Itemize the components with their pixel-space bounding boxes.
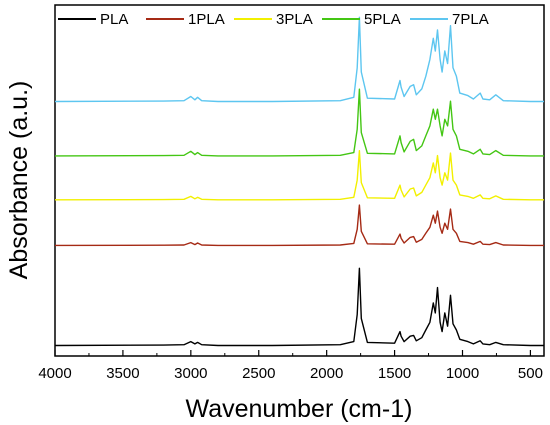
plot-frame (54, 4, 545, 357)
series-line-pla (54, 267, 544, 347)
x-tick-label-3500: 3500 (106, 365, 139, 382)
legend-label-pla: PLA (100, 11, 128, 28)
legend-label-3pla: 3PLA (276, 11, 313, 28)
x-tick-label-500: 500 (518, 365, 543, 382)
x-axis-title: Wavenumber (cm-1) (186, 395, 413, 423)
legend-label-7pla: 7PLA (452, 11, 489, 28)
x-tick-label-3000: 3000 (174, 365, 207, 382)
x-tick-label-2500: 2500 (242, 365, 275, 382)
x-tick-label-2000: 2000 (310, 365, 343, 382)
y-axis-title: Absorbance (a.u.) (5, 81, 33, 280)
series-layer (54, 16, 544, 347)
legend: PLA 1PLA 3PLA 5PLA 7PLA (58, 11, 489, 28)
x-axis: 4000 3500 3000 2500 2000 1500 1000 500 (38, 350, 543, 382)
x-tick-label-1000: 1000 (446, 365, 479, 382)
series-line-3pla (54, 149, 544, 201)
series-line-1pla (54, 204, 544, 247)
series-line-7pla (54, 16, 544, 103)
series-line-5pla (54, 88, 544, 157)
legend-label-1pla: 1PLA (188, 11, 225, 28)
x-tick-label-4000: 4000 (38, 365, 71, 382)
legend-label-5pla: 5PLA (364, 11, 401, 28)
x-tick-label-1500: 1500 (378, 365, 411, 382)
